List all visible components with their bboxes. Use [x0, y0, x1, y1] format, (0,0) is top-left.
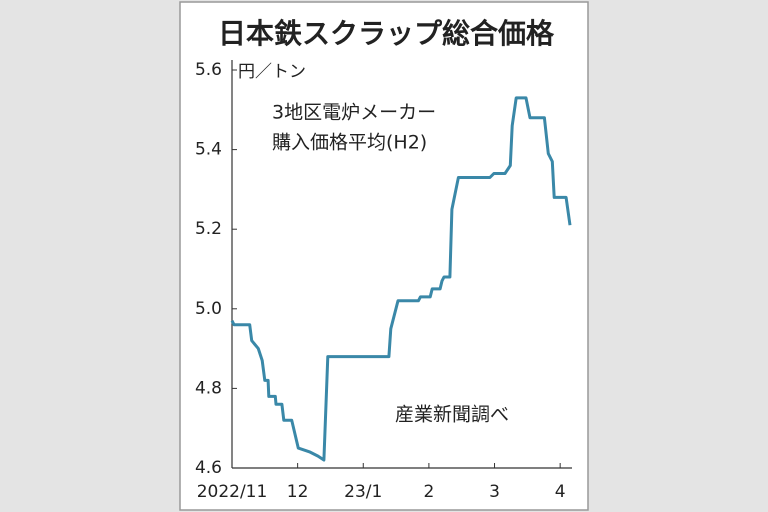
y-tick-label: 5.2 — [195, 219, 222, 239]
x-tick-label: 4 — [555, 482, 566, 502]
annotation: 3地区電炉メーカー — [272, 102, 436, 124]
annotation: 購入価格平均(H2) — [272, 132, 427, 154]
x-tick-label: 2 — [423, 482, 434, 502]
y-tick-label: 4.6 — [195, 458, 222, 478]
y-tick-label: 4.8 — [195, 378, 222, 398]
line-series — [230, 96, 572, 462]
x-tick-label: 23/1 — [344, 482, 382, 502]
x-tick-label: 12 — [287, 482, 309, 502]
x-tick-label: 2022/11 — [197, 482, 268, 502]
y-unit: 円／トン — [238, 62, 306, 82]
chart-title: 日本鉄スクラップ総合価格 — [218, 17, 555, 50]
y-tick-label: 5.4 — [195, 140, 222, 160]
annotation: 産業新聞調べ — [395, 404, 509, 426]
y-tick-label: 5.0 — [195, 299, 222, 319]
x-tick-label: 3 — [489, 482, 500, 502]
panel — [179, 1, 589, 511]
y-tick-label: 5.6 — [195, 60, 222, 80]
